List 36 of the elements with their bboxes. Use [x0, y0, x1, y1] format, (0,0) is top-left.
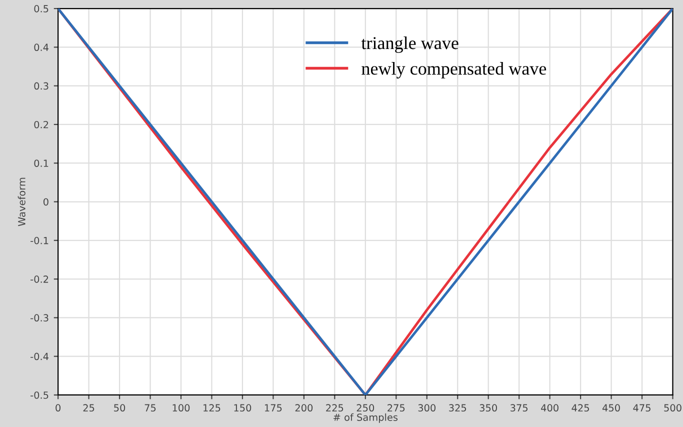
x-tick-label: 125 — [204, 404, 220, 412]
y-tick-label: 0 — [43, 198, 48, 206]
legend-label: newly compensated wave — [362, 62, 546, 78]
y-tick-label: -0.4 — [30, 352, 48, 360]
x-tick-label: 400 — [541, 404, 558, 412]
y-tick-label: -0.2 — [30, 276, 48, 283]
x-tick-label: 250 — [356, 404, 374, 412]
x-tick-label: 225 — [326, 404, 344, 412]
y-tick-label: 0.3 — [34, 82, 48, 90]
x-tick-label: 450 — [602, 404, 620, 412]
x-tick-label: 200 — [295, 404, 313, 412]
x-tick-label: 75 — [144, 404, 156, 412]
x-tick-label: 275 — [388, 404, 405, 412]
x-tick-label: 350 — [480, 404, 497, 412]
x-tick-label: 100 — [172, 404, 190, 412]
y-tick-label: 0.1 — [34, 160, 48, 167]
x-tick-label: 150 — [234, 404, 252, 412]
x-tick-label: 25 — [83, 404, 94, 412]
y-axis-title: Waveform — [18, 178, 26, 226]
x-tick-label: 300 — [418, 404, 436, 412]
x-tick-label: 0 — [56, 404, 60, 412]
x-tick-label: 175 — [264, 404, 282, 412]
y-tick-label: 0.5 — [34, 5, 48, 12]
x-axis-title: # of Samples — [334, 413, 398, 423]
y-tick-label: -0.5 — [30, 391, 48, 399]
x-tick-label: 375 — [510, 404, 528, 412]
legend-label: triangle wave — [361, 36, 458, 53]
x-tick-label: 475 — [633, 404, 650, 412]
y-tick-label: -0.1 — [30, 236, 48, 244]
y-tick-label: -0.3 — [30, 314, 48, 322]
y-tick-label: 0.2 — [34, 120, 48, 128]
x-tick-label: 50 — [114, 404, 126, 412]
x-tick-label: 325 — [449, 404, 466, 412]
y-tick-label: 0.4 — [34, 44, 48, 52]
x-tick-label: 425 — [572, 404, 589, 412]
x-tick-label: 500 — [664, 404, 682, 412]
